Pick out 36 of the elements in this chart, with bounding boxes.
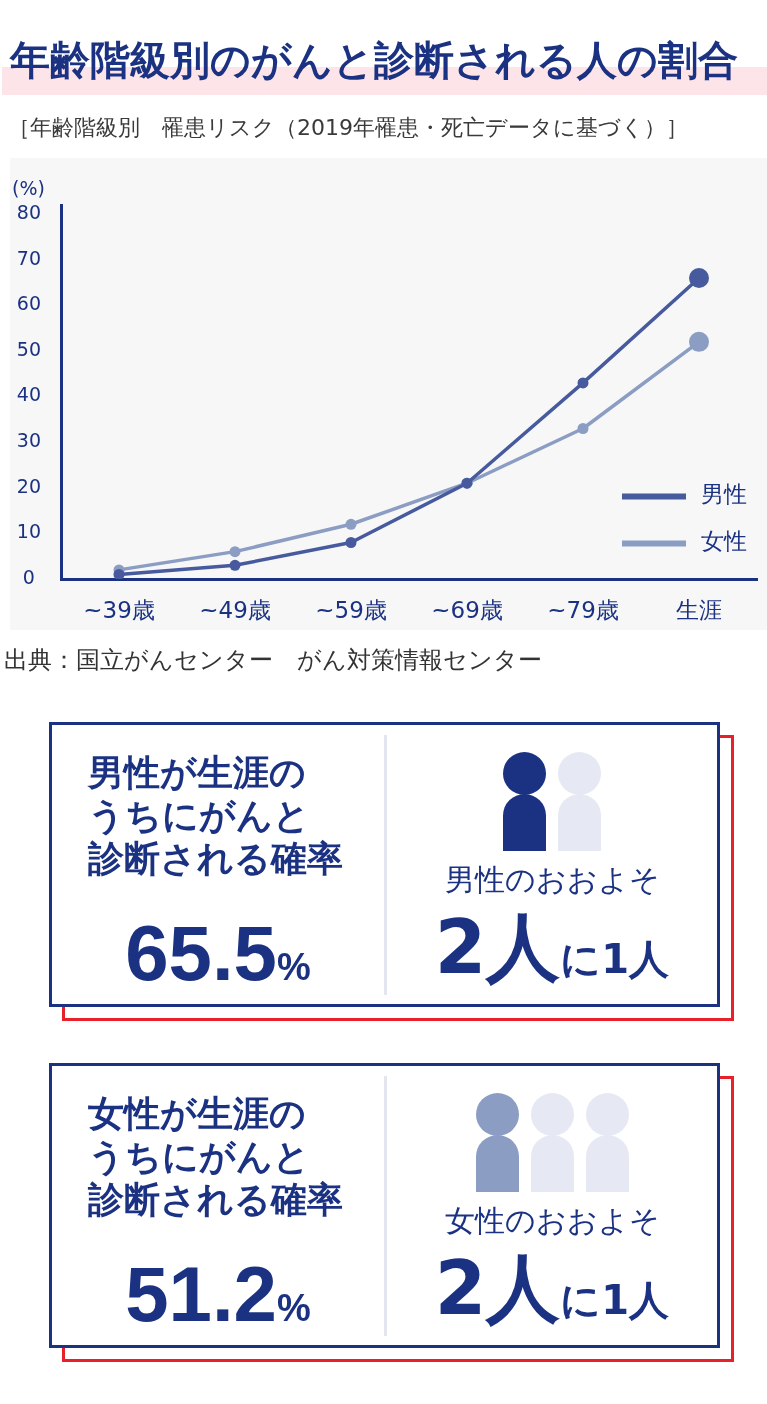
text: 2人に1人 [434, 1245, 670, 1331]
point [577, 422, 589, 434]
x-tick-label: ~69歳 [431, 596, 503, 623]
x-tick-label: ~59歳 [315, 596, 387, 623]
point [577, 377, 589, 389]
point [113, 568, 125, 579]
x-tick-label: ~39歳 [83, 596, 155, 623]
point [229, 559, 241, 571]
x-tick-label: ~79歳 [547, 596, 619, 623]
point [345, 518, 357, 530]
x-tick-label: 生涯 [676, 596, 722, 623]
y-axis-title: (%) [12, 176, 45, 199]
legend-label: 女性 [701, 528, 747, 555]
text: 男性が生涯のうちにがんと診断される確率 [88, 752, 343, 879]
y-tick-label: 70 [16, 246, 42, 269]
y-tick-label: 20 [16, 474, 42, 497]
y-tick-label: 0 [22, 565, 35, 588]
text: 女性のおおよそ [443, 1202, 661, 1240]
y-tick-label: 60 [16, 292, 42, 315]
y-tick-label: 50 [16, 337, 42, 360]
point [345, 537, 357, 549]
text: 2人に1人 [434, 904, 670, 990]
text: 女性が生涯のうちにがんと診断される確率 [88, 1093, 343, 1220]
y-tick-label: 10 [16, 520, 42, 543]
y-tick-label: 40 [16, 383, 42, 406]
chart-title: 年齢階級別のがんと診断される人の割合 [10, 36, 738, 85]
text: 51.2% [125, 1250, 311, 1338]
chart-subtitle: ［年齢階級別 罹患リスク（2019年罹患・死亡データに基づく）］ [8, 114, 688, 142]
y-tick-label: 30 [16, 429, 42, 452]
legend-label: 男性 [701, 481, 747, 508]
x-tick-label: ~49歳 [199, 596, 271, 623]
point [229, 546, 241, 558]
text: 65.5% [125, 909, 311, 997]
text: 男性のおおよそ [443, 861, 661, 899]
source-note: 出典：国立がんセンター がん対策情報センター [4, 645, 542, 675]
y-tick-label: 80 [16, 201, 42, 224]
